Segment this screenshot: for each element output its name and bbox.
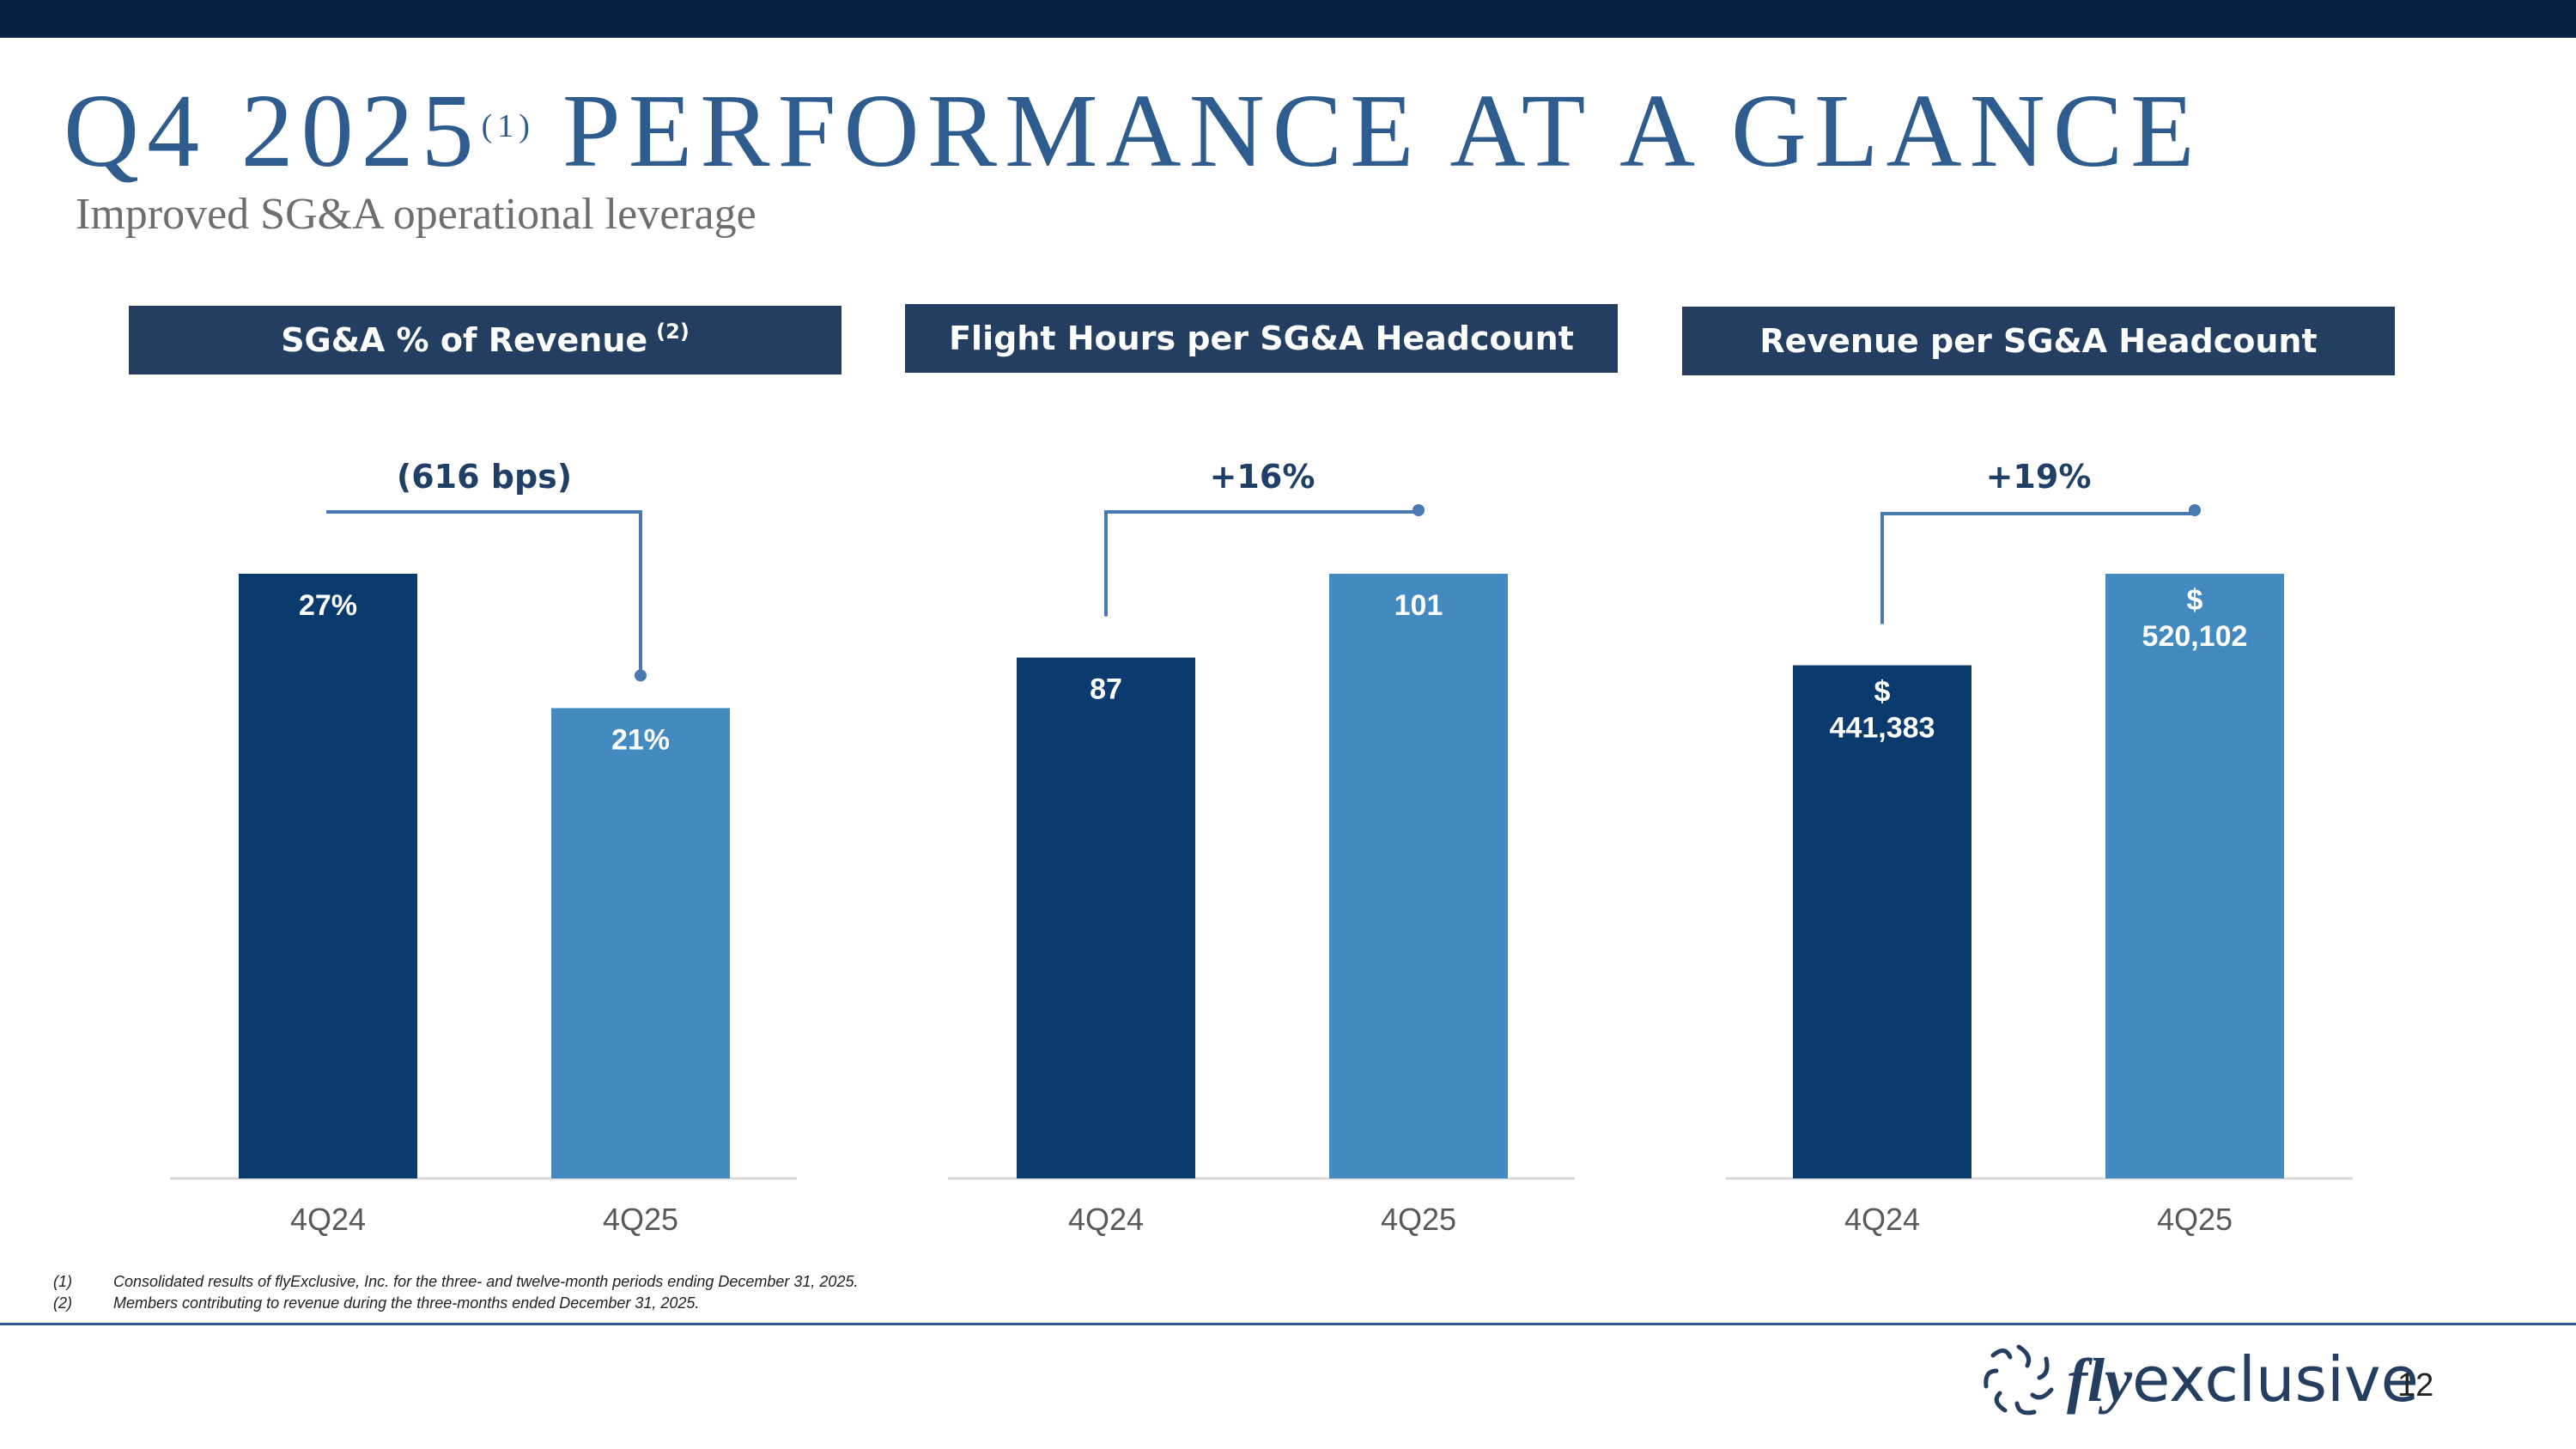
change-label: (616 bps) <box>397 458 572 496</box>
brand-logo: flyexclusive <box>1979 1336 2419 1422</box>
data-label: 87 <box>1090 673 1122 706</box>
page-number: 12 <box>2397 1367 2434 1403</box>
change-label: +19% <box>1986 458 2092 496</box>
bar-4q25 <box>1329 574 1508 1178</box>
brand-wordmark: flyexclusive <box>2067 1343 2419 1416</box>
title-footnote-marker: (1) <box>481 108 535 144</box>
change-label: +16% <box>1210 458 1315 496</box>
data-label: $ <box>1874 676 1891 709</box>
bar-4q24 <box>239 574 417 1178</box>
brand-fly: fly <box>2067 1345 2132 1415</box>
footnote-number: (2) <box>53 1294 72 1312</box>
footnote-number: (1) <box>53 1273 72 1290</box>
panel-header-sga-pct: SG&A % of Revenue (2) <box>129 306 841 374</box>
panel-header-label: Revenue per SG&A Headcount <box>1759 322 2318 360</box>
footnote-text: Members contributing to revenue during t… <box>113 1294 700 1312</box>
panel-header-revenue: Revenue per SG&A Headcount <box>1682 307 2395 375</box>
charts-area: 27% 4Q24 21% 4Q25 (616 bps) 87 4Q24 101 4Q25 +16%… <box>170 458 2353 1237</box>
x-tick-label: 4Q25 <box>1381 1202 1456 1237</box>
data-label: $ <box>2187 584 2203 617</box>
footnote-1: (1) Consolidated results of flyExclusive,… <box>53 1271 858 1293</box>
bar-4q25 <box>551 708 730 1178</box>
change-bracket-dot <box>2189 504 2201 516</box>
change-bracket-dot <box>1413 504 1425 516</box>
data-label: 27% <box>299 589 357 622</box>
top-bar <box>0 0 2576 38</box>
title-period: Q4 2025 <box>64 73 482 189</box>
change-bracket-line <box>326 510 642 676</box>
panel-header-footnote: (2) <box>656 320 690 344</box>
x-tick-label: 4Q24 <box>1844 1202 1920 1237</box>
brand-rest: exclusive <box>2131 1342 2419 1416</box>
x-tick-label: 4Q25 <box>2157 1202 2233 1237</box>
title-text: PERFORMANCE AT A GLANCE <box>562 73 2202 189</box>
x-tick-label: 4Q24 <box>1068 1202 1144 1237</box>
flyexclusive-swirl-logo-icon <box>1984 1344 2054 1416</box>
page-subtitle: Improved SG&A operational leverage <box>76 190 756 239</box>
panel-header-label: Flight Hours per SG&A Headcount <box>949 320 1574 357</box>
footnote-text: Consolidated results of flyExclusive, In… <box>113 1273 859 1290</box>
bar-4q24 <box>1793 665 1971 1178</box>
data-label: 21% <box>611 723 670 756</box>
footnotes: (1) Consolidated results of flyExclusive,… <box>53 1271 858 1314</box>
bar-4q25 <box>2105 574 2284 1178</box>
data-label: 101 <box>1394 589 1443 622</box>
change-bracket-dot <box>635 669 647 682</box>
x-tick-label: 4Q24 <box>290 1202 366 1237</box>
footer-rule <box>0 1323 2576 1325</box>
data-label: 441,383 <box>1830 712 1935 745</box>
panel-header-label: SG&A % of Revenue <box>281 321 648 359</box>
bar-4q24 <box>1017 657 1195 1178</box>
panel-header-flight-hours: Flight Hours per SG&A Headcount <box>905 304 1618 373</box>
footnote-2: (2) Members contributing to revenue durin… <box>53 1293 858 1314</box>
page-title: Q4 2025(1) PERFORMANCE AT A GLANCE <box>64 79 2202 184</box>
data-label: 520,102 <box>2142 620 2248 653</box>
x-tick-label: 4Q25 <box>603 1202 678 1237</box>
